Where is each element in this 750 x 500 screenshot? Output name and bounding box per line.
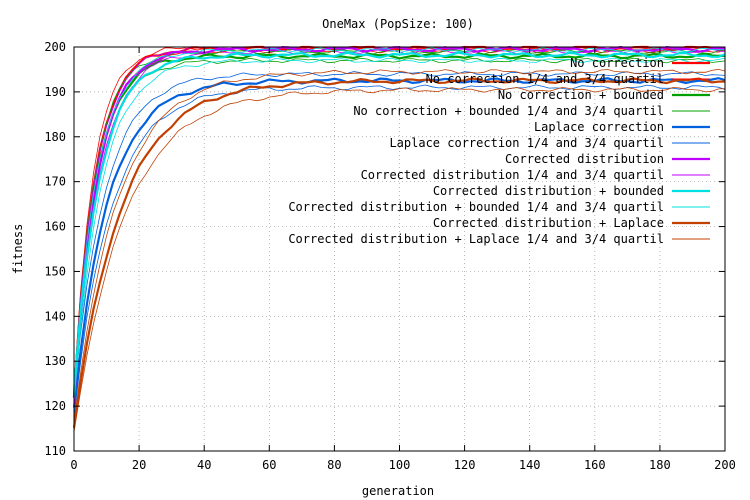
legend-label: No correction + bounded (498, 88, 664, 102)
x-axis-label: generation (362, 484, 434, 498)
y-tick-label: 160 (44, 220, 66, 234)
legend-label: No correction (570, 56, 664, 70)
x-tick-label: 0 (70, 458, 77, 472)
x-tick-label: 100 (389, 458, 411, 472)
series-12-quartile-line (73, 68, 726, 422)
legend-label: Corrected distribution + Laplace (433, 216, 664, 230)
y-tick-label: 180 (44, 130, 66, 144)
y-axis-label: fitness (11, 224, 25, 275)
axis-ticks: 0 20 40 60 80 100 120 140 160 180 200 110 120 130 140 1… (44, 40, 736, 472)
y-tick-label: 190 (44, 85, 66, 99)
series-12-quartile-line (73, 86, 726, 432)
legend-label: Corrected distribution (505, 152, 664, 166)
legend-label: Corrected distribution 1/4 and 3/4 quart… (361, 168, 664, 182)
x-tick-label: 120 (454, 458, 476, 472)
x-tick-label: 20 (132, 458, 146, 472)
chart-title: OneMax (PopSize: 100) (322, 17, 474, 31)
x-tick-label: 80 (327, 458, 341, 472)
legend-label: No correction + bounded 1/4 and 3/4 quar… (353, 104, 664, 118)
y-tick-label: 140 (44, 309, 66, 323)
legend-label: Laplace correction (534, 120, 664, 134)
grid (74, 47, 725, 451)
series-6-quartile-line (73, 71, 726, 397)
x-tick-label: 180 (649, 458, 671, 472)
x-tick-label: 200 (714, 458, 736, 472)
x-tick-label: 60 (262, 458, 276, 472)
series-5-line (72, 77, 726, 408)
series-9-line (72, 51, 726, 391)
x-tick-label: 140 (519, 458, 541, 472)
legend-label: Corrected distribution + Laplace 1/4 and… (288, 232, 664, 246)
y-tick-label: 120 (44, 399, 66, 413)
y-tick-label: 130 (44, 354, 66, 368)
series-4-quartile-line (73, 57, 726, 405)
legend-label: Corrected distribution + bounded (433, 184, 664, 198)
y-tick-label: 110 (44, 444, 66, 458)
y-tick-label: 170 (44, 175, 66, 189)
y-tick-label: 200 (44, 40, 66, 54)
series-11-line (72, 77, 726, 428)
series-10-quartile-line (73, 57, 726, 401)
legend-label: Corrected distribution + bounded 1/4 and… (288, 200, 664, 214)
y-tick-label: 150 (44, 264, 66, 278)
x-tick-label: 40 (197, 458, 211, 472)
legend-label: No correction 1/4 and 3/4 quartil (426, 72, 664, 86)
legend-label: Laplace correction 1/4 and 3/4 quartil (389, 136, 664, 150)
legend: No correction No correction 1/4 and 3/4 q… (288, 56, 710, 246)
x-tick-label: 160 (584, 458, 606, 472)
